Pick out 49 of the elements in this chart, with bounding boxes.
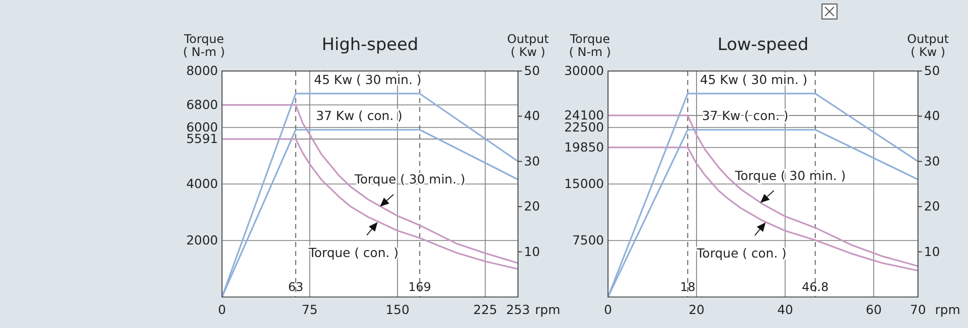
x-tick-label: 60 [866,302,882,317]
x-tick-label: 0 [218,302,226,317]
y-tick-label: 2000 [186,232,218,248]
y2-tick-label: 20 [524,198,540,214]
annotation: 37 Kw ( con. ) [316,108,402,123]
line-series [221,104,519,264]
y2-tick-label: 10 [924,244,940,259]
ref-line-label: 18 [680,280,696,294]
y2-tick-label: 20 [924,198,940,214]
chart-title: Low-speed [718,35,808,55]
ref-line-label: 46.8 [802,280,829,294]
y-axis-title: Torque ( N-m ) [569,32,611,59]
x-tick-label: 150 [386,302,410,317]
y2-tick-label: 50 [924,63,940,78]
y2-tick-label: 10 [524,244,540,259]
x-tick-label: 0 [604,302,612,317]
x-tick-label: 75 [302,302,318,317]
y-tick-label: 22500 [564,120,604,134]
y2-tick-label: 40 [924,108,940,124]
annotation: Torque ( 30 min. ) [354,172,466,187]
y2-axis-title: Output ( Kw ) [907,32,950,59]
y-tick-label: 8000 [186,63,218,78]
y-tick-label: 15000 [564,176,604,191]
y-tick-label: 4000 [186,176,218,191]
x-tick-label: 20 [688,302,705,317]
y2-tick-label: 50 [524,63,540,78]
y-tick-label: 19850 [564,139,604,154]
chart-title: High-speed [322,35,418,55]
y-tick-label: 30000 [564,63,604,78]
y-tick-label: 6800 [186,96,218,112]
y2-tick-label: 30 [924,153,940,168]
ref-line-label: 169 [408,280,432,294]
y2-axis-title: Output ( Kw ) [507,32,550,59]
line-series [221,138,519,270]
x-tick-label: 40 [777,302,794,317]
annotation: Torque ( 30 min. ) [734,168,846,183]
x-axis-title: rpm [935,302,960,317]
y-tick-label: 24100 [564,107,604,122]
annotation: 45 Kw ( 30 min. ) [314,72,422,87]
ref-line-label: 63 [288,280,304,294]
line-series [607,146,919,272]
x-tick-label: 253 [506,302,530,317]
x-axis-title: rpm [535,302,560,317]
x-tick-label: 70 [910,302,926,317]
y2-tick-label: 30 [524,153,540,168]
y-tick-label: 7500 [572,232,604,248]
x-tick-label: 225 [473,302,498,317]
y2-tick-label: 40 [524,108,540,124]
y-axis-title: Torque ( N-m ) [183,32,225,59]
